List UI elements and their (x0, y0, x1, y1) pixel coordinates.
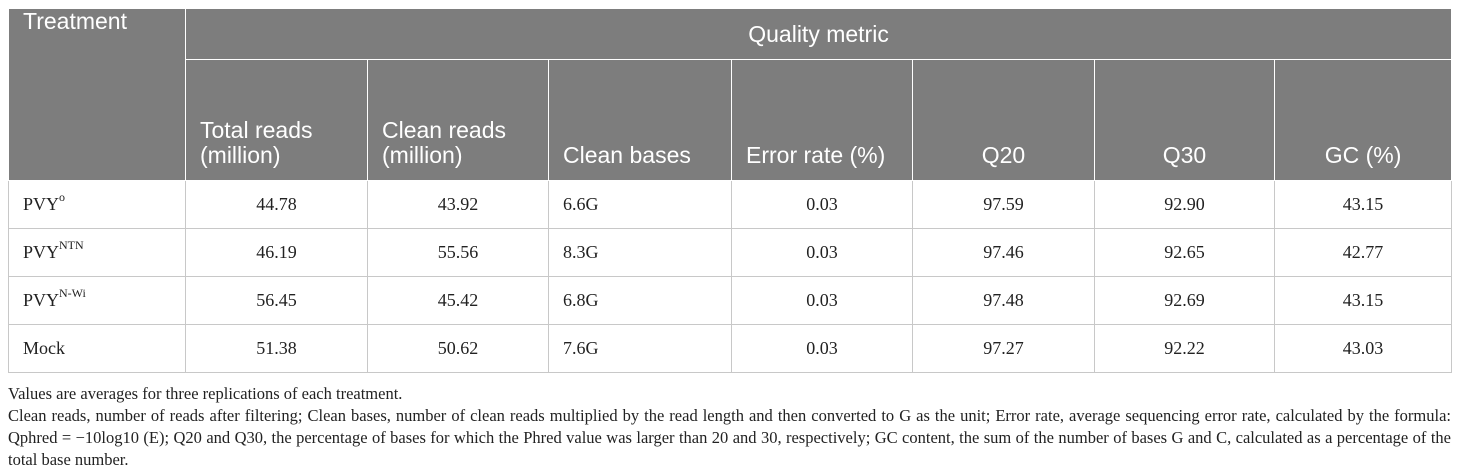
gc-cell: 43.03 (1273, 324, 1453, 373)
treatment-cell: PVYNTN (8, 228, 186, 277)
error-rate-cell: 0.03 (731, 276, 913, 325)
treatment-superscript: NTN (59, 238, 84, 252)
q30-cell: 92.69 (1094, 276, 1275, 325)
q30-cell: 92.65 (1094, 228, 1275, 277)
treatment-cell: PVYo (8, 180, 186, 229)
gc-cell: 42.77 (1273, 228, 1453, 277)
treatment-cell: PVYN-Wi (8, 276, 186, 325)
treatment-name: PVY (23, 242, 60, 262)
table-row: Mock 51.38 50.62 7.6G 0.03 97.27 92.22 4… (8, 324, 1453, 373)
clean-bases-cell: 6.6G (548, 180, 732, 229)
clean-reads-cell: 43.92 (367, 180, 549, 229)
error-rate-cell: 0.03 (731, 228, 913, 277)
header-treatment: Treatment (8, 8, 186, 181)
table-row: PVYNTN 46.19 55.56 8.3G 0.03 97.46 92.65… (8, 228, 1453, 277)
header-row-columns: Total reads (million) Clean reads (milli… (9, 59, 1453, 181)
treatment-name: PVY (23, 290, 60, 310)
q20-cell: 97.27 (912, 324, 1095, 373)
quality-metrics-table: Treatment Quality metric Total reads (mi… (8, 8, 1453, 373)
treatment-superscript: o (59, 190, 66, 204)
q30-cell: 92.90 (1094, 180, 1275, 229)
treatment-name: PVY (23, 194, 60, 214)
treatment-cell: Mock (8, 324, 186, 373)
treatment-name: Mock (23, 338, 65, 358)
header-gc: GC (%) (1273, 59, 1453, 181)
error-rate-cell: 0.03 (731, 324, 913, 373)
clean-bases-cell: 6.8G (548, 276, 732, 325)
treatment-superscript: N-Wi (59, 286, 86, 300)
header-q30: Q30 (1094, 59, 1275, 181)
clean-reads-cell: 55.56 (367, 228, 549, 277)
table-row: PVYo 44.78 43.92 6.6G 0.03 97.59 92.90 4… (8, 180, 1453, 229)
error-rate-cell: 0.03 (731, 180, 913, 229)
footnote-averages: Values are averages for three replicatio… (8, 384, 403, 403)
clean-reads-cell: 45.42 (367, 276, 549, 325)
header-error-rate: Error rate (%) (731, 59, 913, 181)
table-footnotes: Values are averages for three replicatio… (8, 383, 1451, 471)
total-reads-cell: 46.19 (185, 228, 368, 277)
header-quality-metric: Quality metric (184, 8, 1453, 60)
clean-reads-cell: 50.62 (367, 324, 549, 373)
clean-bases-cell: 8.3G (548, 228, 732, 277)
q30-cell: 92.22 (1094, 324, 1275, 373)
header-row-top: Treatment Quality metric (8, 8, 1453, 181)
header-clean-reads: Clean reads (million) (367, 59, 549, 181)
gc-cell: 43.15 (1273, 276, 1453, 325)
total-reads-cell: 51.38 (185, 324, 368, 373)
q20-cell: 97.59 (912, 180, 1095, 229)
header-clean-bases: Clean bases (548, 59, 732, 181)
gc-cell: 43.15 (1273, 180, 1453, 229)
q20-cell: 97.48 (912, 276, 1095, 325)
table-row: PVYN-Wi 56.45 45.42 6.8G 0.03 97.48 92.6… (8, 276, 1453, 325)
header-total-reads: Total reads (million) (185, 59, 368, 181)
q20-cell: 97.46 (912, 228, 1095, 277)
clean-bases-cell: 7.6G (548, 324, 732, 373)
header-q20: Q20 (912, 59, 1095, 181)
table-container: Treatment Quality metric Total reads (mi… (8, 8, 1453, 471)
footnote-definitions: Clean reads, number of reads after filte… (8, 406, 1451, 469)
total-reads-cell: 44.78 (185, 180, 368, 229)
total-reads-cell: 56.45 (185, 276, 368, 325)
